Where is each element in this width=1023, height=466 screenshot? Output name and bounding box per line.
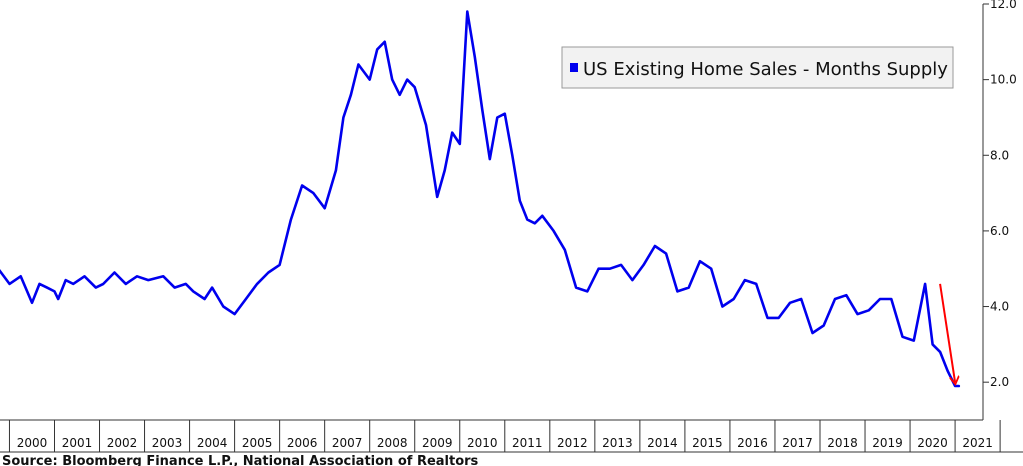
y-tick-label: 10.0	[990, 73, 1017, 87]
x-tick-label: 2018	[827, 436, 858, 450]
x-tick-label: 2003	[152, 436, 183, 450]
x-tick-label: 2020	[917, 436, 948, 450]
y-ticks: 2.0 4.0 6.0 8.0 10.0 12.0	[983, 0, 1017, 389]
legend-swatch	[570, 63, 578, 72]
series-group	[0, 10, 961, 388]
x-tick-label: 2019	[872, 436, 903, 450]
x-tick-label: 2015	[692, 436, 723, 450]
y-tick-label: 2.0	[990, 375, 1009, 389]
x-tick-label: 2017	[782, 436, 813, 450]
x-tick-label: 2007	[332, 436, 363, 450]
x-tick-label: 2005	[242, 436, 273, 450]
x-tick-label: 2001	[62, 436, 93, 450]
x-tick-label: 2002	[107, 436, 138, 450]
x-ticks: 2000 2001 2002 2003 2004 2005 2006 2007 2008 2009…	[8, 420, 1001, 452]
x-tick-label: 2008	[377, 436, 408, 450]
axes: 2.04.06.08.010.012.0 2000 2001 2002 2003 200…	[0, 0, 1023, 453]
y-tick-label: 4.0	[990, 300, 1009, 314]
x-tick-label: 2016	[737, 436, 768, 450]
x-tick-label: 2014	[647, 436, 678, 450]
y-tick-label: 6.0	[990, 224, 1009, 238]
y-tick-label: 12.0	[990, 0, 1017, 11]
annotation-arrow	[939, 283, 955, 382]
x-tick-label: 2004	[197, 436, 228, 450]
x-tick-label: 2010	[467, 436, 498, 450]
legend-label: US Existing Home Sales - Months Supply	[583, 59, 948, 80]
source-text: Source: Bloomberg Finance L.P., National…	[2, 454, 479, 466]
x-tick-label: 2009	[422, 436, 453, 450]
y-tick-label: 8.0	[990, 148, 1009, 162]
series-line	[0, 10, 961, 388]
x-tick-label: 2000	[17, 436, 48, 450]
legend: US Existing Home Sales - Months Supply	[561, 46, 954, 89]
x-tick-label: 2021	[962, 436, 993, 450]
x-tick-label: 2012	[557, 436, 588, 450]
x-tick-label: 2013	[602, 436, 633, 450]
x-tick-label: 2011	[512, 436, 543, 450]
legend-box	[561, 46, 954, 89]
x-tick-label: 2006	[287, 436, 318, 450]
